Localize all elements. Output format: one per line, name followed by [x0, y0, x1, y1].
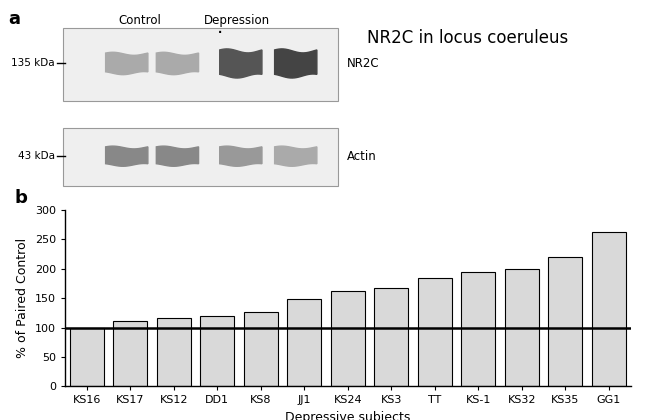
Bar — [592, 232, 626, 386]
Polygon shape — [156, 146, 199, 166]
Text: Depression: Depression — [203, 14, 270, 27]
Text: ·: · — [216, 24, 223, 43]
Text: NR2C: NR2C — [346, 57, 379, 70]
Text: a: a — [8, 10, 20, 28]
Bar — [113, 320, 147, 386]
Polygon shape — [220, 49, 262, 78]
Polygon shape — [105, 52, 148, 75]
Text: 43 kDa: 43 kDa — [18, 151, 55, 161]
Text: Control: Control — [118, 14, 161, 27]
Bar — [200, 316, 234, 386]
Bar — [418, 278, 452, 386]
Bar — [505, 269, 539, 386]
Text: NR2C in locus coeruleus: NR2C in locus coeruleus — [367, 29, 569, 47]
Polygon shape — [105, 146, 148, 166]
Bar — [64, 128, 338, 186]
Bar — [157, 318, 190, 386]
Text: Actin: Actin — [346, 150, 376, 163]
X-axis label: Depressive subjects: Depressive subjects — [285, 411, 410, 420]
Text: b: b — [14, 189, 27, 207]
Bar — [244, 312, 278, 386]
Text: 135 kDa: 135 kDa — [11, 58, 55, 68]
Bar — [70, 328, 104, 386]
Polygon shape — [220, 146, 262, 166]
Bar — [374, 288, 408, 386]
Polygon shape — [156, 52, 199, 75]
Polygon shape — [274, 146, 317, 166]
Bar — [549, 257, 582, 386]
Bar — [331, 291, 365, 386]
Bar — [64, 28, 338, 101]
Bar — [287, 299, 321, 386]
Bar — [462, 272, 495, 386]
Polygon shape — [274, 49, 317, 78]
Y-axis label: % of Paired Control: % of Paired Control — [16, 238, 29, 358]
